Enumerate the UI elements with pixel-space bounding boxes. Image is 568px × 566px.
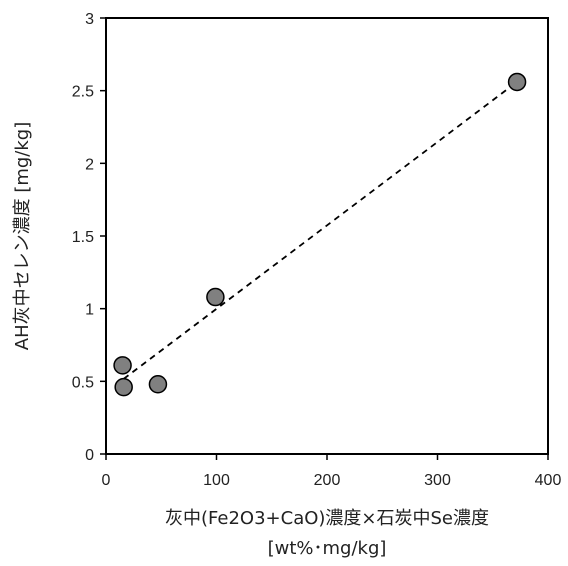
x-axis-label-line2: [wt%･mg/kg] <box>268 538 387 559</box>
y-tick-label: 2 <box>85 156 94 173</box>
data-point <box>206 287 225 307</box>
y-tick-label: 0 <box>85 447 94 464</box>
x-tick-label: 100 <box>203 472 230 489</box>
x-tick-label: 400 <box>535 472 562 489</box>
y-tick-label: 3 <box>85 11 94 28</box>
data-point <box>507 72 527 92</box>
y-axis-label: AH灰中セレン濃度 [mg/kg] <box>12 122 33 351</box>
plot-area <box>105 17 549 455</box>
x-axis-ticks: 0 100 200 300 400 <box>102 454 562 489</box>
x-tick-label: 0 <box>102 472 111 489</box>
data-points <box>113 72 527 397</box>
data-point <box>148 374 168 394</box>
y-tick-label: 1.5 <box>72 229 94 246</box>
data-point <box>113 356 132 375</box>
trend-line <box>123 81 518 380</box>
y-tick-label: 1 <box>85 302 94 319</box>
x-tick-label: 200 <box>314 472 341 489</box>
x-tick-label: 300 <box>424 472 451 489</box>
y-tick-label: 2.5 <box>72 84 94 101</box>
x-axis-label-line1: 灰中(Fe2O3+CaO)濃度×石炭中Se濃度 <box>165 508 489 529</box>
data-point <box>114 377 133 397</box>
y-tick-label: 0.5 <box>72 374 94 391</box>
y-axis-ticks: 0 0.5 1 1.5 2 2.5 3 <box>72 11 106 464</box>
